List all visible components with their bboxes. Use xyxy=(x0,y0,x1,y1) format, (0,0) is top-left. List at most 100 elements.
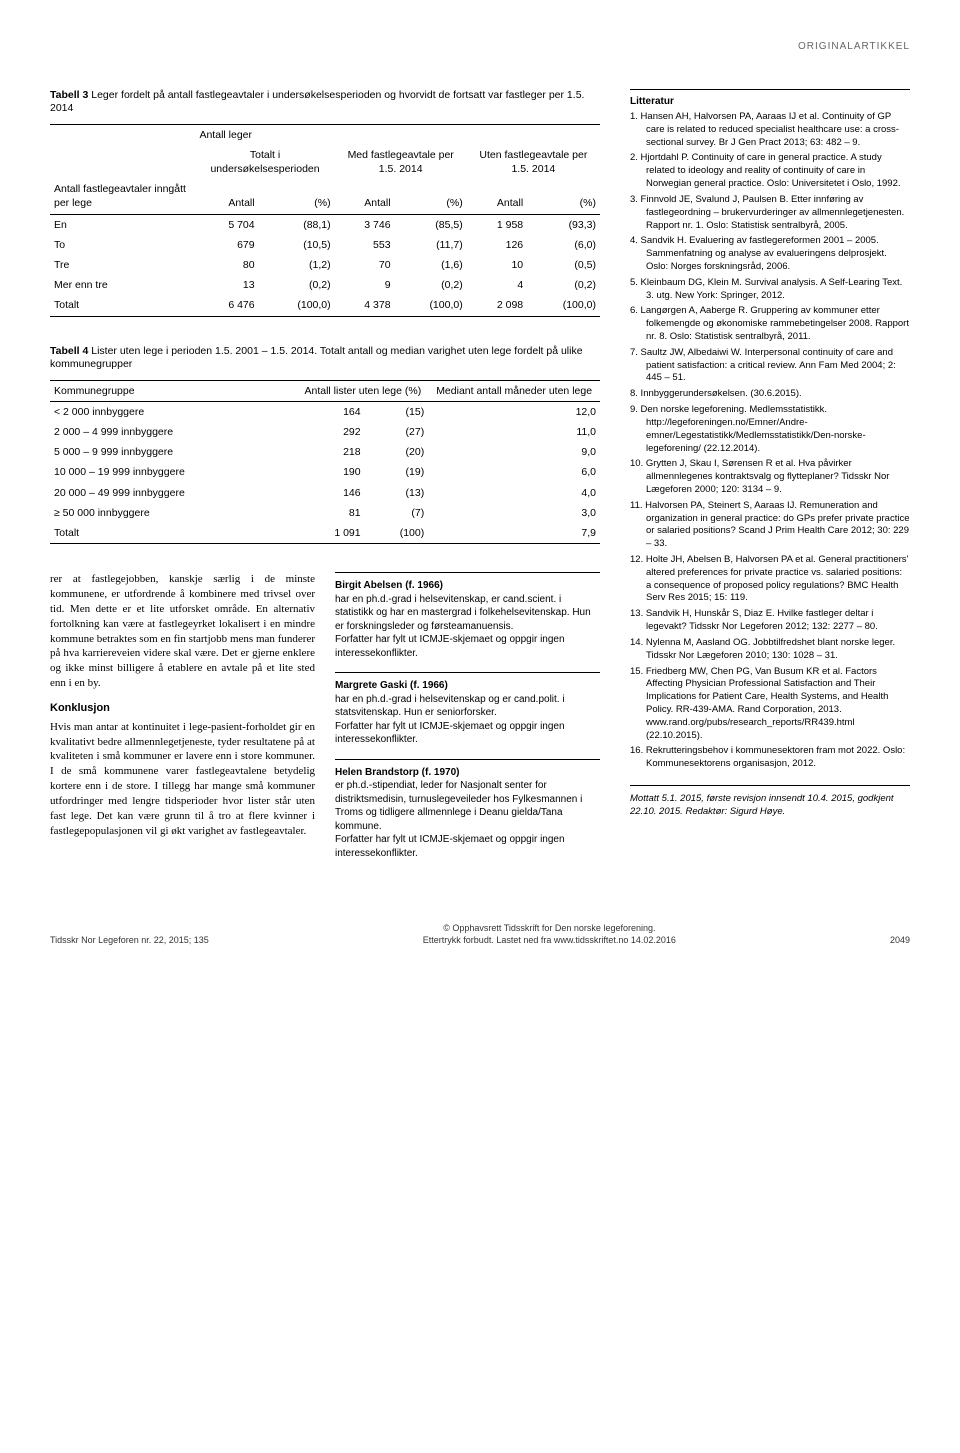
table-cell: 553 xyxy=(335,235,395,255)
table4-caption-bold: Tabell 4 xyxy=(50,345,88,357)
table4-caption-rest: Lister uten lege i perioden 1.5. 2001 – … xyxy=(50,345,583,371)
table-cell: 1 958 xyxy=(467,214,527,235)
table-cell: (1,6) xyxy=(395,255,467,275)
table-cell: (7) xyxy=(365,503,429,523)
table-cell: (1,2) xyxy=(259,255,335,275)
page-footer: Tidsskr Nor Legeforen nr. 22, 2015; 135 … xyxy=(50,922,910,946)
table-cell: 80 xyxy=(195,255,258,275)
reference-list: 1. Hansen AH, Halvorsen PA, Aaraas IJ et… xyxy=(630,111,910,771)
body-col-left: rer at fastlegejobben, kanskje særlig i … xyxy=(50,572,315,872)
author-line: er ph.d.-stipendiat, leder for Nasjonalt… xyxy=(335,779,600,833)
table-cell: (6,0) xyxy=(527,235,600,255)
main-grid: Tabell 3 Leger fordelt på antall fastleg… xyxy=(50,89,910,873)
table-cell: 1 091 xyxy=(298,523,365,544)
table-row-label: 2 000 – 4 999 innbyggere xyxy=(50,422,298,442)
table-cell: 190 xyxy=(298,462,365,482)
table3-sh5: (%) xyxy=(527,179,600,214)
table-cell: 146 xyxy=(298,483,365,503)
reference-item: 16. Rekrutteringsbehov i kommunesektoren… xyxy=(630,745,910,771)
author-line: Forfatter har fylt ut ICMJE-skjemaet og … xyxy=(335,833,600,860)
table-cell: (88,1) xyxy=(259,214,335,235)
author-line: Forfatter har fylt ut ICMJE-skjemaet og … xyxy=(335,633,600,660)
conclusion-heading: Konklusjon xyxy=(50,701,315,716)
table-cell: (0,2) xyxy=(527,275,600,295)
footer-page-number: 2049 xyxy=(890,934,910,946)
table-cell: (10,5) xyxy=(259,235,335,255)
table3-stubhead: Antall fastlegeavtaler inngått per lege xyxy=(50,179,195,214)
table3-sh3: (%) xyxy=(395,179,467,214)
table-row-label: Mer enn tre xyxy=(50,275,195,295)
table-cell: 9 xyxy=(335,275,395,295)
table-cell: 5 704 xyxy=(195,214,258,235)
table-cell: (19) xyxy=(365,462,429,482)
table-cell: 4,0 xyxy=(428,483,600,503)
footer-center: © Opphavsrett Tidsskrift for Den norske … xyxy=(209,922,890,946)
table-cell: (13) xyxy=(365,483,429,503)
table4-colhead1: Antall lister uten lege (%) xyxy=(298,380,429,401)
table-row-label: En xyxy=(50,214,195,235)
reference-item: 4. Sandvik H. Evaluering av fastlegerefo… xyxy=(630,235,910,273)
table-cell: 4 378 xyxy=(335,295,395,316)
table-cell: 126 xyxy=(467,235,527,255)
table-cell: (0,5) xyxy=(527,255,600,275)
author-line: Forfatter har fylt ut ICMJE-skjemaet og … xyxy=(335,720,600,747)
table3-group2: Med fastlegeavtale per 1.5. 2014 xyxy=(335,145,467,179)
body-col-right: Birgit Abelsen (f. 1966)har en ph.d.-gra… xyxy=(335,572,600,872)
reference-item: 12. Holte JH, Abelsen B, Halvorsen PA et… xyxy=(630,554,910,605)
table-cell: 7,9 xyxy=(428,523,600,544)
body-para1: rer at fastlegejobben, kanskje særlig i … xyxy=(50,572,315,691)
table-row-label: To xyxy=(50,235,195,255)
table3-group3: Uten fastlegeavtale per 1.5. 2014 xyxy=(467,145,600,179)
table3-sh0: Antall xyxy=(195,179,258,214)
table-cell: (93,3) xyxy=(527,214,600,235)
body-text-columns: rer at fastlegejobben, kanskje særlig i … xyxy=(50,572,600,872)
footer-center1: © Opphavsrett Tidsskrift for Den norske … xyxy=(443,923,655,933)
table-cell: 70 xyxy=(335,255,395,275)
reference-item: 6. Langørgen A, Aaberge R. Gruppering av… xyxy=(630,305,910,343)
table4-stubhead: Kommunegruppe xyxy=(50,380,298,401)
table-cell: 10 xyxy=(467,255,527,275)
reference-item: 3. Finnvold JE, Svalund J, Paulsen B. Et… xyxy=(630,194,910,232)
table-row-label: 20 000 – 49 999 innbyggere xyxy=(50,483,298,503)
table-cell: (15) xyxy=(365,401,429,422)
table-row-label: Tre xyxy=(50,255,195,275)
author-line: har en ph.d.-grad i helsevitenskap, er c… xyxy=(335,593,600,634)
table-row-label: ≥ 50 000 innbyggere xyxy=(50,503,298,523)
left-column: Tabell 3 Leger fordelt på antall fastleg… xyxy=(50,89,600,873)
author-block: Helen Brandstorp (f. 1970)er ph.d.-stipe… xyxy=(335,759,600,861)
table-cell: (27) xyxy=(365,422,429,442)
author-name: Birgit Abelsen (f. 1966) xyxy=(335,579,600,593)
table-cell: 6 476 xyxy=(195,295,258,316)
reference-item: 8. Innbyggerundersøkelsen. (30.6.2015). xyxy=(630,388,910,401)
table-row-label: 5 000 – 9 999 innbyggere xyxy=(50,442,298,462)
table-cell: 12,0 xyxy=(428,401,600,422)
table3-sh4: Antall xyxy=(467,179,527,214)
author-block: Margrete Gaski (f. 1966)har en ph.d.-gra… xyxy=(335,672,600,747)
table-cell: (100) xyxy=(365,523,429,544)
received-note: Mottatt 5.1. 2015, første revisjon innse… xyxy=(630,785,910,819)
table-cell: (100,0) xyxy=(527,295,600,316)
table-cell: 11,0 xyxy=(428,422,600,442)
footer-left: Tidsskr Nor Legeforen nr. 22, 2015; 135 xyxy=(50,934,209,946)
reference-item: 9. Den norske legeforening. Medlemsstati… xyxy=(630,404,910,455)
reference-item: 1. Hansen AH, Halvorsen PA, Aaraas IJ et… xyxy=(630,111,910,149)
table-cell: (85,5) xyxy=(395,214,467,235)
table-row-label: < 2 000 innbyggere xyxy=(50,401,298,422)
reference-item: 15. Friedberg MW, Chen PG, Van Busum KR … xyxy=(630,666,910,743)
table3-superhead: Antall leger xyxy=(195,124,600,145)
reference-item: 5. Kleinbaum DG, Klein M. Survival analy… xyxy=(630,277,910,303)
literature-heading: Litteratur xyxy=(630,89,910,109)
table3-sh2: Antall xyxy=(335,179,395,214)
table-cell: 4 xyxy=(467,275,527,295)
table-cell: 292 xyxy=(298,422,365,442)
reference-item: 10. Grytten J, Skau I, Sørensen R et al.… xyxy=(630,458,910,496)
page-section-label: ORIGINALARTIKKEL xyxy=(50,40,910,54)
table3: Antall leger Totalt i undersøkelsesperio… xyxy=(50,124,600,317)
table-row-label: Totalt xyxy=(50,523,298,544)
reference-item: 11. Halvorsen PA, Steinert S, Aaraas IJ.… xyxy=(630,500,910,551)
table-cell: 6,0 xyxy=(428,462,600,482)
table3-caption-rest: Leger fordelt på antall fastlegeavtaler … xyxy=(50,89,584,115)
table-cell: 81 xyxy=(298,503,365,523)
table-cell: (0,2) xyxy=(259,275,335,295)
table-cell: (20) xyxy=(365,442,429,462)
